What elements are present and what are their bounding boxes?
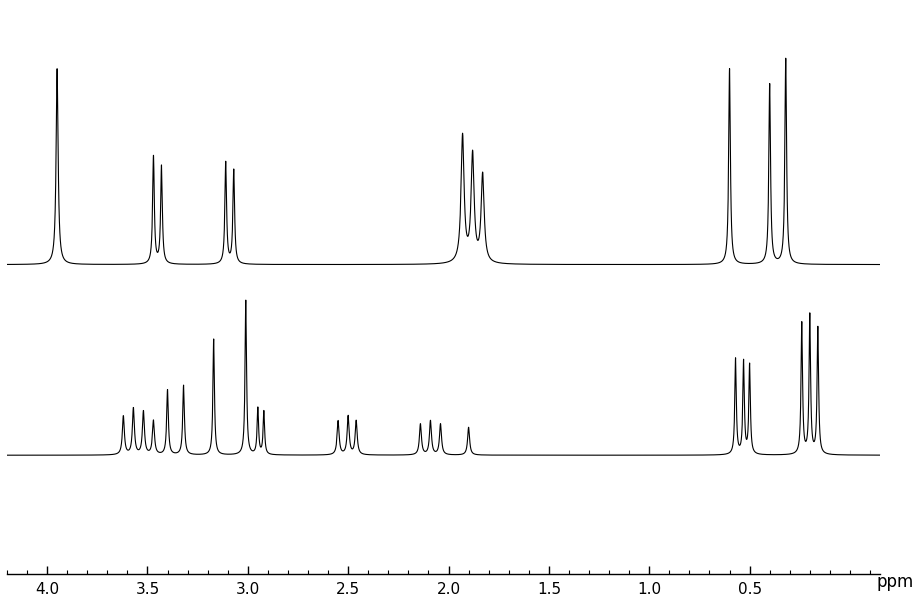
Text: ppm: ppm <box>876 573 914 591</box>
